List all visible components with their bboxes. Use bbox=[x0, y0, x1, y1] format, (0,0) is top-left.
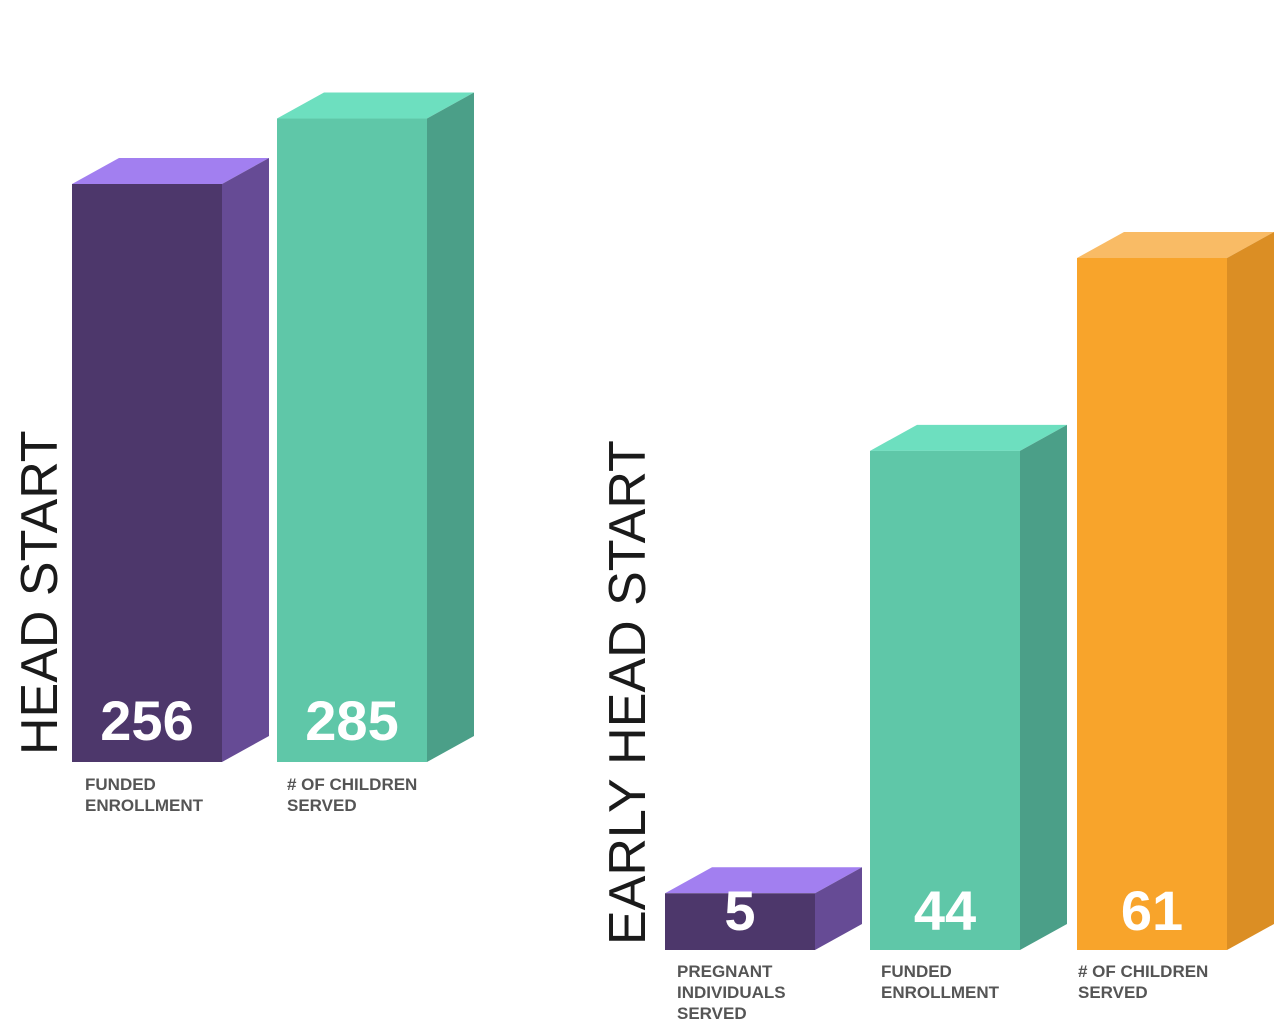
category-label: FUNDED ENROLLMENT bbox=[85, 775, 204, 815]
bar-pregnant-individuals-served bbox=[665, 867, 862, 950]
bar-top-face bbox=[1077, 232, 1274, 258]
head-start-title: HEAD START bbox=[11, 430, 69, 755]
bar-of-children-served bbox=[1077, 232, 1274, 950]
category-label-line: SERVED bbox=[677, 1004, 747, 1023]
bar-front-face bbox=[72, 184, 222, 762]
bar-top-face bbox=[72, 158, 269, 184]
bar-side-face bbox=[427, 92, 474, 762]
category-label-line: PREGNANT bbox=[677, 962, 773, 981]
bar-side-face bbox=[1020, 424, 1067, 951]
bar-front-face bbox=[665, 893, 815, 950]
category-label: # OF CHILDREN SERVED bbox=[1078, 962, 1208, 1002]
category-label-line: # OF CHILDREN bbox=[287, 775, 417, 794]
value-label: 256 bbox=[100, 689, 193, 752]
value-label: 44 bbox=[914, 879, 976, 942]
category-label-line: FUNDED bbox=[881, 962, 952, 981]
value-label: 61 bbox=[1121, 879, 1183, 942]
bar-of-children-served bbox=[277, 92, 474, 762]
bar-funded-enrollment bbox=[72, 158, 269, 762]
category-label: PREGNANT INDIVIDUALS SERVED bbox=[677, 962, 786, 1023]
category-label-line: ENROLLMENT bbox=[85, 796, 204, 815]
category-label: FUNDED ENROLLMENT bbox=[881, 962, 1000, 1002]
bar-side-face bbox=[1227, 232, 1274, 950]
category-label-line: SERVED bbox=[287, 796, 357, 815]
category-label-line: SERVED bbox=[1078, 983, 1148, 1002]
bar-top-face bbox=[665, 867, 862, 894]
bar-front-face bbox=[870, 450, 1020, 950]
value-label: 285 bbox=[305, 689, 398, 752]
category-label-line: INDIVIDUALS bbox=[677, 983, 786, 1002]
bar-side-face bbox=[222, 158, 269, 762]
category-label-line: FUNDED bbox=[85, 775, 156, 794]
bar-side-face bbox=[815, 867, 862, 950]
bar-front-face bbox=[1077, 258, 1227, 950]
bar-top-face bbox=[277, 92, 474, 119]
bar-funded-enrollment bbox=[870, 424, 1067, 951]
bar-top-face bbox=[870, 424, 1067, 451]
bar-front-face bbox=[277, 118, 427, 762]
category-label-line: # OF CHILDREN bbox=[1078, 962, 1208, 981]
category-label: # OF CHILDREN SERVED bbox=[287, 775, 417, 815]
value-label: 5 bbox=[724, 879, 755, 942]
category-label-line: ENROLLMENT bbox=[881, 983, 1000, 1002]
head-start-chart: HEAD START 256 FUNDED ENROLLMENT 285 # OF CH… bbox=[11, 92, 474, 815]
early-head-start-title: EARLY HEAD START bbox=[599, 440, 657, 945]
early-head-start-chart: EARLY HEAD START 5 PREGNANT INDIVIDUALS SER… bbox=[599, 232, 1274, 1023]
